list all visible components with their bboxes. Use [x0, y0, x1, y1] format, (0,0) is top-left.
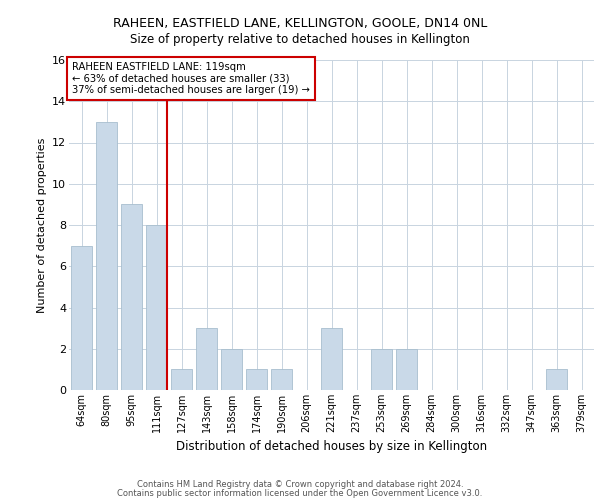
Y-axis label: Number of detached properties: Number of detached properties [37, 138, 47, 312]
X-axis label: Distribution of detached houses by size in Kellington: Distribution of detached houses by size … [176, 440, 487, 454]
Text: Contains public sector information licensed under the Open Government Licence v3: Contains public sector information licen… [118, 490, 482, 498]
Text: Contains HM Land Registry data © Crown copyright and database right 2024.: Contains HM Land Registry data © Crown c… [137, 480, 463, 489]
Bar [321, 328, 342, 390]
Bar [546, 370, 567, 390]
Bar [246, 370, 267, 390]
Text: Size of property relative to detached houses in Kellington: Size of property relative to detached ho… [130, 32, 470, 46]
Bar [171, 370, 192, 390]
Bar [271, 370, 292, 390]
Bar [396, 349, 417, 390]
Bar [96, 122, 117, 390]
Bar [196, 328, 217, 390]
Bar [146, 225, 167, 390]
Bar [121, 204, 142, 390]
Text: RAHEEN EASTFIELD LANE: 119sqm
← 63% of detached houses are smaller (33)
37% of s: RAHEEN EASTFIELD LANE: 119sqm ← 63% of d… [71, 62, 310, 95]
Bar [371, 349, 392, 390]
Bar [221, 349, 242, 390]
Bar [71, 246, 92, 390]
Text: RAHEEN, EASTFIELD LANE, KELLINGTON, GOOLE, DN14 0NL: RAHEEN, EASTFIELD LANE, KELLINGTON, GOOL… [113, 18, 487, 30]
